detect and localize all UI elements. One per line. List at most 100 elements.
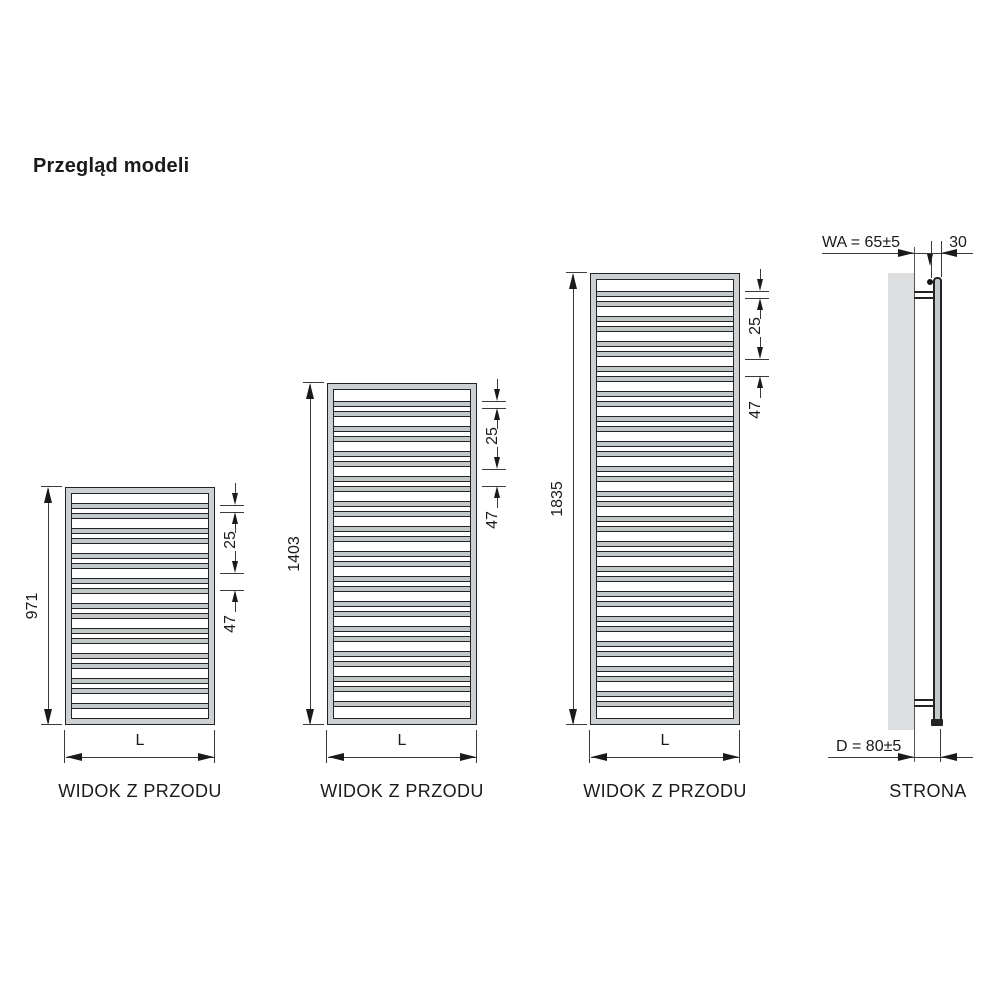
- radiator-tube: [334, 611, 470, 617]
- dim-arrow-down-icon: [927, 254, 933, 266]
- radiator-tube: [334, 401, 470, 407]
- arrow-shaft: [235, 483, 236, 493]
- extension-line: [214, 730, 215, 763]
- radiator-tube: [597, 541, 733, 547]
- mounting-knob: [927, 279, 933, 285]
- radiator-tube: [334, 551, 470, 557]
- dimension-line: [66, 757, 214, 758]
- radiator-tube: [334, 436, 470, 442]
- radiator-tube: [597, 591, 733, 597]
- radiator-tube: [334, 601, 470, 607]
- dimension-line: [310, 385, 311, 723]
- dim-arrow-up-icon: [232, 590, 238, 602]
- dimension-line: [573, 275, 574, 723]
- radiator-tube: [72, 703, 208, 709]
- radiator-tube: [72, 588, 208, 594]
- radiator-tube: [72, 503, 208, 509]
- radiator-tube: [597, 691, 733, 697]
- wall-clearance-dimension: WA = 65±5: [822, 234, 901, 251]
- tube-pitch-small-value: 25: [747, 317, 764, 335]
- tube-pitch-small-value: 25: [222, 531, 239, 549]
- height-dimension-value: 1403: [286, 536, 303, 572]
- dimension-line: [48, 489, 49, 723]
- radiator-front-view-2: 1403 L 25 47: [286, 379, 506, 763]
- extension-line: [326, 730, 327, 763]
- dim-arrow-up-icon: [232, 512, 238, 524]
- tube-pitch-large-value: 47: [747, 401, 764, 419]
- mounting-bracket-top: [914, 297, 933, 299]
- radiator-frame: [590, 273, 740, 725]
- radiator-tube: [597, 291, 733, 297]
- dim-arrow-right-icon: [898, 753, 914, 761]
- radiator-tube: [597, 501, 733, 507]
- radiator-tube: [72, 653, 208, 659]
- radiator-tube: [597, 316, 733, 322]
- dim-arrow-right-icon: [723, 753, 739, 761]
- radiator-tube: [334, 686, 470, 692]
- arrow-shaft: [235, 551, 236, 561]
- radiator-tube: [334, 461, 470, 467]
- radiator-tube: [72, 578, 208, 584]
- radiator-tube: [597, 451, 733, 457]
- radiator-tube: [72, 513, 208, 519]
- extension-line: [589, 730, 590, 763]
- dim-arrow-down-icon: [44, 709, 52, 725]
- arrow-shaft: [760, 337, 761, 347]
- radiator-tube: [72, 528, 208, 534]
- radiator-tube: [597, 476, 733, 482]
- tube-depth-dimension: 30: [949, 234, 967, 251]
- wall-face-line: [914, 247, 915, 762]
- mounting-bracket-bottom: [914, 705, 933, 707]
- wall: [888, 273, 914, 730]
- radiator-tube: [334, 426, 470, 432]
- dim-arrow-left-icon: [591, 753, 607, 761]
- extension-line: [303, 382, 324, 383]
- radiator-tube: [72, 688, 208, 694]
- side-view-caption: STRONA: [889, 781, 967, 801]
- radiator-tube: [72, 538, 208, 544]
- radiator-tube: [334, 586, 470, 592]
- dim-arrow-left-icon: [941, 753, 957, 761]
- dim-arrow-right-icon: [898, 249, 914, 257]
- page-title: Przegląd modeli: [33, 155, 190, 177]
- front-view-caption-3: WIDOK Z PRZODU: [583, 781, 747, 801]
- radiator-tube: [334, 486, 470, 492]
- radiator-tube: [334, 451, 470, 457]
- radiator-tube: [597, 526, 733, 532]
- radiator-tube: [334, 636, 470, 642]
- dim-arrow-down-icon: [494, 389, 500, 401]
- radiator-tube: [334, 661, 470, 667]
- extension-line: [940, 729, 941, 762]
- radiator-tube: [72, 628, 208, 634]
- arrow-shaft: [760, 269, 761, 279]
- radiator-tube: [597, 626, 733, 632]
- radiator-tube: [597, 516, 733, 522]
- radiator-tube: [597, 416, 733, 422]
- dim-arrow-up-icon: [494, 408, 500, 420]
- extension-line: [566, 272, 587, 273]
- tube-pitch-large-value: 47: [484, 511, 501, 529]
- dim-arrow-up-icon: [757, 376, 763, 388]
- radiator-tube: [597, 351, 733, 357]
- dim-arrow-down-icon: [757, 279, 763, 291]
- radiator-tube: [334, 411, 470, 417]
- radiator-front-view-1: 971 L 25 47: [24, 483, 244, 763]
- dim-arrow-up-icon: [44, 487, 52, 503]
- radiator-tube: [597, 666, 733, 672]
- tube-pitch-small-value: 25: [484, 427, 501, 445]
- arrow-shaft: [760, 310, 761, 319]
- radiator-tube: [597, 551, 733, 557]
- extension-line: [476, 730, 477, 763]
- arrow-shaft: [497, 447, 498, 457]
- radiator-tube: [334, 626, 470, 632]
- radiator-tube: [597, 341, 733, 347]
- arrow-shaft: [235, 602, 236, 612]
- radiator-tube: [597, 491, 733, 497]
- extension-line: [482, 401, 506, 402]
- radiator-tube: [597, 601, 733, 607]
- radiator-tube: [334, 476, 470, 482]
- tube-pitch-large-value: 47: [222, 615, 239, 633]
- dim-arrow-up-icon: [494, 486, 500, 498]
- mounting-bracket-bottom: [914, 699, 933, 701]
- radiator-tube: [334, 536, 470, 542]
